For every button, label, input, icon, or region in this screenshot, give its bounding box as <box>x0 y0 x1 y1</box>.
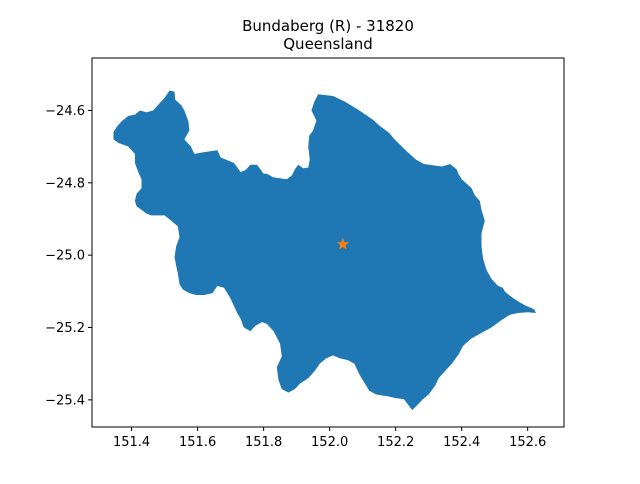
y-tick-label: −25.2 <box>45 321 85 336</box>
x-tick-label: 152.4 <box>443 435 480 450</box>
map-title-line2: Queensland <box>283 35 372 53</box>
x-tick-label: 152.6 <box>509 435 546 450</box>
x-tick-label: 151.4 <box>113 435 150 450</box>
x-tick-label: 151.8 <box>245 435 282 450</box>
y-tick-label: −25.0 <box>45 249 85 264</box>
star-icon <box>336 237 350 250</box>
x-tick-label: 151.6 <box>179 435 216 450</box>
axes-frame <box>91 57 565 428</box>
map-title-line1: Bundaberg (R) - 31820 <box>242 17 414 35</box>
y-tick-label: −25.4 <box>45 393 85 408</box>
y-tick-label: −24.6 <box>45 104 85 119</box>
y-tick-label: −24.8 <box>45 176 85 191</box>
region-polygon <box>113 90 536 410</box>
x-tick-label: 152.2 <box>377 435 414 450</box>
y-axis-ticks: −24.6 −24.8 −25.0 −25.2 −25.4 <box>45 104 92 408</box>
x-tick-label: 152.0 <box>311 435 348 450</box>
x-axis-ticks: 151.4 151.6 151.8 152.0 152.2 152.4 152.6 <box>113 427 546 450</box>
